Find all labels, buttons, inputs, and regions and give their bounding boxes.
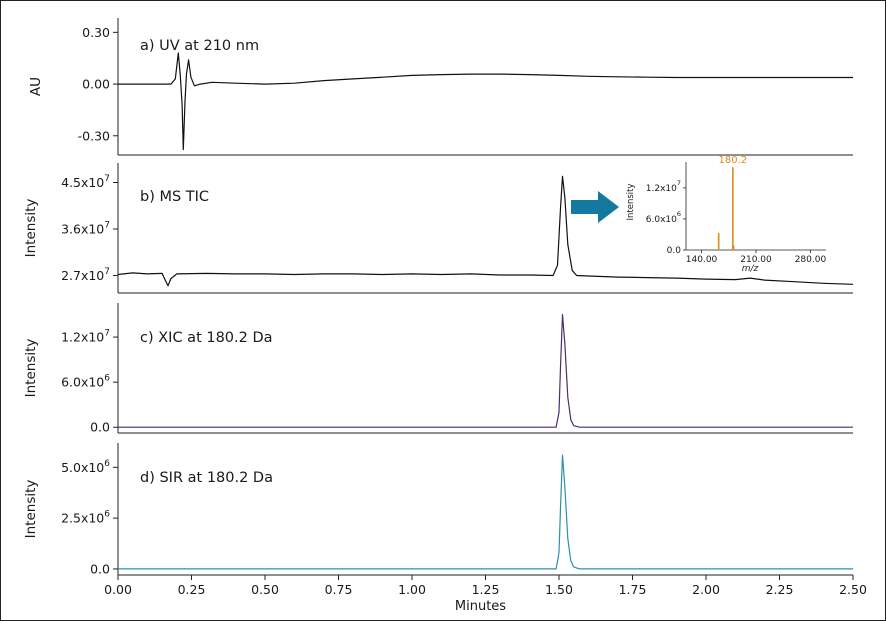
y-tick-label: 0.00 <box>82 77 110 92</box>
y-axis-label: AU <box>28 77 44 96</box>
x-tick-label: 2.00 <box>692 582 720 597</box>
panel-sir: 0.0 2.5x106 5.0x106 Intensity d) SIR at 180.… <box>23 443 853 576</box>
panel-title: c) XIC at 180.2 Da <box>140 330 273 346</box>
series-line-tic <box>117 175 854 287</box>
series-line-sir <box>118 454 853 570</box>
x-tick-label: 0.50 <box>251 582 279 597</box>
panel-uv: 0.30 0.00 -0.30 AU a) UV at 210 nm <box>28 18 853 156</box>
x-tick-label: 0.75 <box>325 582 353 597</box>
inset-y-tick-label: 0.0 <box>667 246 682 256</box>
y-axis-label: Intensity <box>23 199 39 258</box>
panel-tic: 2.7x107 3.6x107 4.5x107 Intensity b) MS TIC 0… <box>23 155 854 294</box>
x-tick-label: 1.75 <box>619 582 647 597</box>
y-tick-label: -0.30 <box>78 128 110 143</box>
panel-title: a) UV at 210 nm <box>140 38 259 54</box>
x-axis-label: Minutes <box>455 599 506 614</box>
y-tick-label: 0.30 <box>82 25 110 40</box>
y-tick-label: 6.0x106 <box>61 374 110 390</box>
inset-x-tick-label: 210.00 <box>740 255 772 265</box>
y-tick-label: 0.0 <box>90 420 110 435</box>
series-line-xic <box>118 313 853 428</box>
panel-title: d) SIR at 180.2 Da <box>140 470 273 486</box>
inset-y-axis-label: Intensity <box>626 184 636 221</box>
arrow-icon <box>571 191 619 223</box>
x-tick-label: 0.25 <box>178 582 206 597</box>
inset-y-tick-label: 1.2x107 <box>646 179 681 194</box>
y-axis-label: Intensity <box>23 480 39 539</box>
inset-peak-label: 180.2 <box>719 155 748 166</box>
y-axis-label: Intensity <box>23 339 39 398</box>
y-tick-label: 4.5x107 <box>61 174 110 190</box>
series-line-uv <box>118 52 853 151</box>
x-tick-label: 2.25 <box>766 582 794 597</box>
y-tick-label: 3.6x107 <box>61 221 110 237</box>
y-tick-label: 5.0x106 <box>61 459 110 475</box>
panel-title: b) MS TIC <box>140 189 209 205</box>
x-tick-label: 2.50 <box>839 582 867 597</box>
x-tick-label: 1.25 <box>472 582 500 597</box>
y-tick-label: 1.2x107 <box>61 329 110 345</box>
y-tick-label: 2.7x107 <box>61 267 110 283</box>
inset-x-tick-label: 280.00 <box>795 255 827 265</box>
inset-mass-spectrum: 0.0 6.0x106 1.2x107 140.00 210.00 280.00 180.2… <box>626 155 826 274</box>
x-tick-label: 0.00 <box>104 582 132 597</box>
x-tick-label: 1.50 <box>545 582 573 597</box>
inset-x-axis-label: m/z <box>742 264 759 274</box>
y-tick-label: 0.0 <box>90 561 110 576</box>
x-tick-label: 1.00 <box>398 582 426 597</box>
panel-xic: 0.0 6.0x106 1.2x107 Intensity c) XIC at 180.… <box>23 303 853 435</box>
y-tick-label: 2.5x106 <box>61 510 110 526</box>
inset-x-tick-label: 140.00 <box>686 255 718 265</box>
inset-y-tick-label: 6.0x106 <box>646 210 681 225</box>
